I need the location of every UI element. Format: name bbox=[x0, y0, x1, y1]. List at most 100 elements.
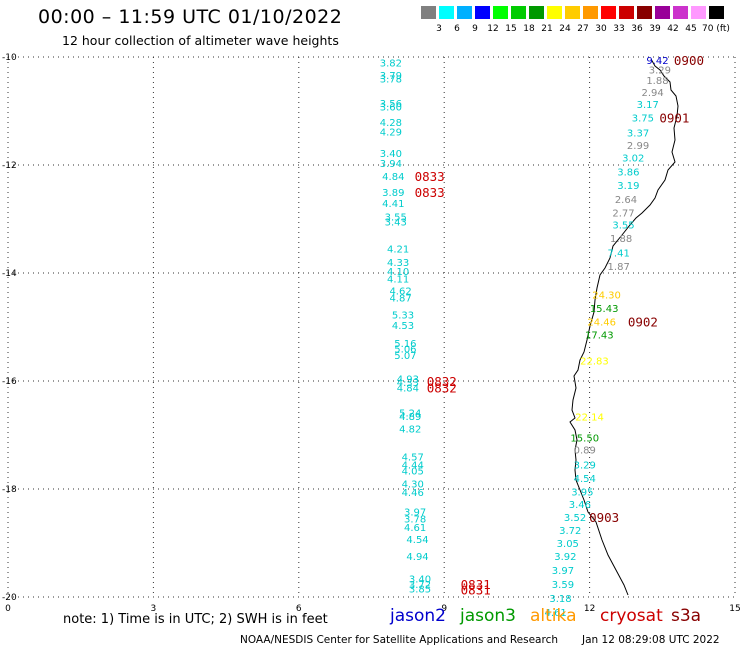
wave-height-value: 3.79 bbox=[380, 71, 402, 82]
wave-height-value: 15.43 bbox=[590, 304, 619, 315]
wave-height-value: 4.61 bbox=[404, 523, 426, 534]
satellite-legend-jason2: jason2 bbox=[390, 606, 446, 626]
pass-time-label: 0903 bbox=[589, 510, 619, 525]
wave-height-value: 3.85 bbox=[409, 584, 431, 595]
wave-height-value: 4.28 bbox=[380, 118, 402, 129]
wave-height-value: 3.95 bbox=[571, 488, 593, 499]
wave-height-value: 4.30 bbox=[402, 480, 424, 491]
scale-swatch bbox=[655, 6, 670, 19]
scale-swatch bbox=[619, 6, 634, 19]
y-tick-label: -12 bbox=[2, 161, 17, 171]
scale-label: 33 bbox=[613, 24, 625, 34]
wave-height-value: 3.82 bbox=[380, 58, 402, 69]
wave-height-value: 7.41 bbox=[608, 248, 630, 259]
wave-height-value: 4.54 bbox=[574, 474, 596, 485]
wave-height-value: 3.40 bbox=[380, 149, 402, 160]
wave-height-value: 4.61 bbox=[545, 608, 567, 619]
scale-swatch bbox=[709, 6, 724, 19]
satellite-legend-altika: altika bbox=[530, 606, 577, 626]
wave-height-value: 24.30 bbox=[592, 291, 621, 302]
wave-height-value: 5.07 bbox=[394, 351, 416, 362]
wave-height-value: 2.94 bbox=[641, 88, 663, 99]
wave-height-value: 4.44 bbox=[402, 461, 424, 472]
wave-height-value: 3.72 bbox=[409, 580, 431, 591]
wave-height-value: 4.33 bbox=[387, 258, 409, 269]
wave-height-value: 4.87 bbox=[389, 293, 411, 304]
y-tick-label: -10 bbox=[2, 53, 17, 63]
scale-label: 18 bbox=[523, 24, 535, 34]
scale-label: 42 bbox=[667, 24, 679, 34]
wave-height-value: 3.94 bbox=[380, 159, 402, 170]
footnote: note: 1) Time is in UTC; 2) SWH is in fe… bbox=[63, 612, 328, 627]
wave-height-value: 4.62 bbox=[389, 286, 411, 297]
wave-height-value: 3.55 bbox=[612, 220, 634, 231]
pass-time-label: 0901 bbox=[659, 110, 689, 125]
wave-height-value: 4.54 bbox=[406, 535, 428, 546]
wave-height-value: 3.56 bbox=[380, 99, 402, 110]
wave-height-value: 3.02 bbox=[622, 153, 644, 164]
x-tick-label: 9 bbox=[441, 604, 447, 614]
scale-swatch bbox=[475, 6, 490, 19]
scale-label: 9 bbox=[472, 24, 478, 34]
scale-swatch bbox=[637, 6, 652, 19]
x-tick-label: 3 bbox=[151, 604, 157, 614]
wave-height-value: 3.89 bbox=[382, 188, 404, 199]
satellite-legend-cryosat: cryosat bbox=[600, 606, 663, 626]
wave-height-value: 5.16 bbox=[394, 339, 416, 350]
wave-height-value: 4.05 bbox=[402, 467, 424, 478]
scale-label: 39 bbox=[649, 24, 661, 34]
scale-label: 3 bbox=[436, 24, 442, 34]
wave-height-values: 3.82 3.793.78 3.563.60 4.284.29 3.403.94 4.84… bbox=[380, 56, 671, 619]
wave-height-value: 4.41 bbox=[382, 199, 404, 210]
scale-swatch bbox=[565, 6, 580, 19]
wave-height-value: 2.77 bbox=[612, 209, 634, 220]
wave-height-value: 1.88 bbox=[646, 76, 668, 87]
satellite-legend-jason3: jason3 bbox=[460, 606, 516, 626]
scale-swatch bbox=[601, 6, 616, 19]
pass-time-label: 0831 bbox=[461, 582, 491, 597]
scale-swatch bbox=[421, 6, 436, 19]
wave-height-value: 3.78 bbox=[380, 75, 402, 86]
scale-label: 45 bbox=[685, 24, 697, 34]
pass-time-label: 0900 bbox=[674, 53, 704, 68]
scale-swatch bbox=[583, 6, 598, 19]
wave-height-value: 3.18 bbox=[549, 594, 571, 605]
satellite-legend-s3a: s3a bbox=[671, 606, 702, 626]
wave-height-value: 3.92 bbox=[554, 552, 576, 563]
wave-height-value: 22.14 bbox=[575, 413, 604, 424]
wave-height-value: 3.17 bbox=[637, 100, 659, 111]
scale-swatch bbox=[691, 6, 706, 19]
scale-label: 15 bbox=[505, 24, 517, 34]
wave-height-value: 3.86 bbox=[617, 167, 639, 178]
scale-swatch bbox=[493, 6, 508, 19]
wave-height-value: 3.29 bbox=[574, 461, 596, 472]
wave-height-value: 3.37 bbox=[627, 129, 649, 140]
scale-label: 36 bbox=[631, 24, 643, 34]
wave-height-value: 22.83 bbox=[580, 356, 609, 367]
wave-height-value: 4.33 bbox=[397, 378, 419, 389]
y-tick-label: -20 bbox=[2, 593, 17, 603]
wave-height-value: 5.33 bbox=[392, 311, 414, 322]
page-title: 00:00 – 11:59 UTC 01/10/2022 bbox=[38, 6, 343, 28]
wave-height-value: 3.97 bbox=[404, 508, 426, 519]
wave-height-value: 4.82 bbox=[399, 425, 421, 436]
scale-swatch bbox=[439, 6, 454, 19]
lat-lon-grid bbox=[7, 56, 736, 598]
pass-time-label: 0832 bbox=[427, 374, 457, 389]
scale-label: 12 bbox=[487, 24, 499, 34]
pass-time-label: 0833 bbox=[415, 185, 445, 200]
wave-height-value: 4.10 bbox=[387, 267, 409, 278]
x-tick-label: 15 bbox=[729, 604, 740, 614]
axis-labels: -10 -12 -14 -16 -18 -200 3 6 9 12 15 bbox=[2, 53, 740, 614]
wave-height-value: 3.60 bbox=[380, 103, 402, 114]
wave-height-value: 4.84 bbox=[397, 383, 419, 394]
wave-height-value: 1.87 bbox=[608, 262, 630, 273]
wave-height-value: 4.29 bbox=[380, 128, 402, 139]
wave-height-value: 3.19 bbox=[617, 181, 639, 192]
wave-height-value: 2.64 bbox=[615, 195, 637, 206]
x-tick-label: 0 bbox=[5, 604, 11, 614]
wave-height-value: 3.46 bbox=[569, 500, 591, 511]
scale-swatch bbox=[529, 6, 544, 19]
